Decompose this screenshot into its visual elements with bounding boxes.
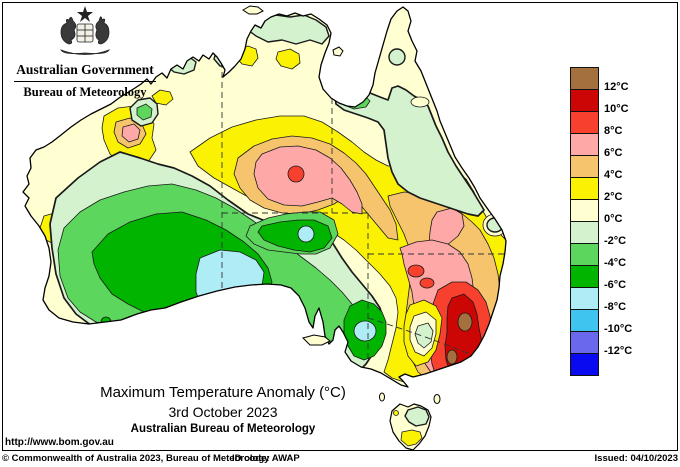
legend-swatch	[571, 178, 598, 200]
legend-label: 10°C	[604, 103, 629, 115]
legend-label: 12°C	[604, 81, 629, 93]
region-lgreen-tas-ne	[404, 406, 430, 427]
region-red-spot-nsw-2	[419, 277, 435, 289]
region-dgreen-arm-ring	[257, 219, 333, 253]
legend-swatch-column	[570, 67, 599, 376]
legend-label: 0°C	[604, 213, 623, 225]
region-yellow-tas-dot	[393, 410, 399, 416]
islands	[242, 5, 441, 404]
bureau-title: Bureau of Meteorology	[23, 85, 147, 99]
id-code-text: ID code: AWAP	[232, 453, 300, 464]
legend-swatch	[571, 134, 598, 156]
region-lgreen-cape-york	[388, 48, 406, 66]
legend-label: -4°C	[604, 257, 627, 269]
legend-swatch	[571, 266, 598, 288]
region-yellow-nt-east	[275, 48, 301, 70]
region-mgreen-kimberley	[136, 103, 153, 121]
mainland-coastline	[22, 6, 507, 388]
issued-date: Issued: 04/10/2023	[594, 453, 678, 464]
region-brown-spot-2	[446, 349, 458, 365]
legend-label: 4°C	[604, 169, 623, 181]
legend-swatch	[571, 68, 598, 90]
legend-swatch	[571, 354, 598, 375]
region-lgreen-qld	[334, 85, 485, 217]
legend-swatch	[571, 156, 598, 178]
legend-label: 2°C	[604, 191, 623, 203]
legend-label: -2°C	[604, 235, 627, 247]
region-lgreen-alpine-core	[414, 322, 434, 349]
legend-swatch	[571, 310, 598, 332]
region-brown-spot-1	[457, 312, 473, 332]
region-pink-pilbara	[121, 123, 141, 143]
tasmania-coastline	[389, 403, 432, 451]
bom-url: http://www.bom.gov.au	[5, 437, 114, 448]
region-cyan-sa-core	[353, 320, 377, 342]
coat-of-arms-icon	[60, 6, 110, 55]
legend-swatch	[571, 112, 598, 134]
legend-swatch	[571, 244, 598, 266]
region-cyan-dot	[297, 225, 315, 243]
region-pink-central	[253, 145, 363, 215]
legend-label: -8°C	[604, 301, 627, 313]
legend-swatch	[571, 200, 598, 222]
government-logo-block: Australian Government Bureau of Meteorol…	[10, 4, 160, 100]
footer-strip: © Commonwealth of Australia 2023, Bureau…	[0, 453, 680, 467]
legend-label: 8°C	[604, 125, 623, 137]
map-title: Maximum Temperature Anomaly (°C)	[100, 384, 346, 401]
melville-island	[242, 5, 264, 15]
region-red-spot-nsw-1	[407, 264, 425, 278]
gov-title: Australian Government	[16, 62, 154, 77]
region-lgreen-top-end	[247, 14, 330, 45]
border-nsw-vic	[367, 317, 471, 355]
legend-swatch	[571, 90, 598, 112]
copyright-text: © Commonwealth of Australia 2023, Bureau…	[2, 453, 270, 464]
temperature-legend: 12°C 10°C 8°C 6°C 4°C 2°C 0°C -2°C -4°C …	[570, 67, 632, 376]
gov-divider	[14, 81, 156, 82]
legend-swatch	[571, 288, 598, 310]
legend-label: -12°C	[604, 345, 633, 357]
legend-label: -6°C	[604, 279, 627, 291]
region-cream-hole-qld	[410, 96, 430, 108]
map-org: Australian Bureau of Meteorology	[130, 423, 316, 435]
map-frame	[2, 2, 678, 451]
map-title-block: Maximum Temperature Anomaly (°C) 3rd Oct…	[43, 384, 403, 435]
groote-island	[332, 46, 344, 57]
map-date: 3rd October 2023	[168, 404, 278, 420]
legend-swatch	[571, 332, 598, 354]
region-red-central-spot	[287, 165, 305, 183]
legend-label: 6°C	[604, 147, 623, 159]
legend-label: -10°C	[604, 323, 633, 335]
flinders-island	[433, 394, 441, 404]
legend-swatch	[571, 222, 598, 244]
state-borders	[221, 62, 506, 362]
kangaroo-island	[302, 334, 331, 346]
king-island	[379, 392, 385, 402]
region-yellow-tas-south	[400, 429, 423, 447]
